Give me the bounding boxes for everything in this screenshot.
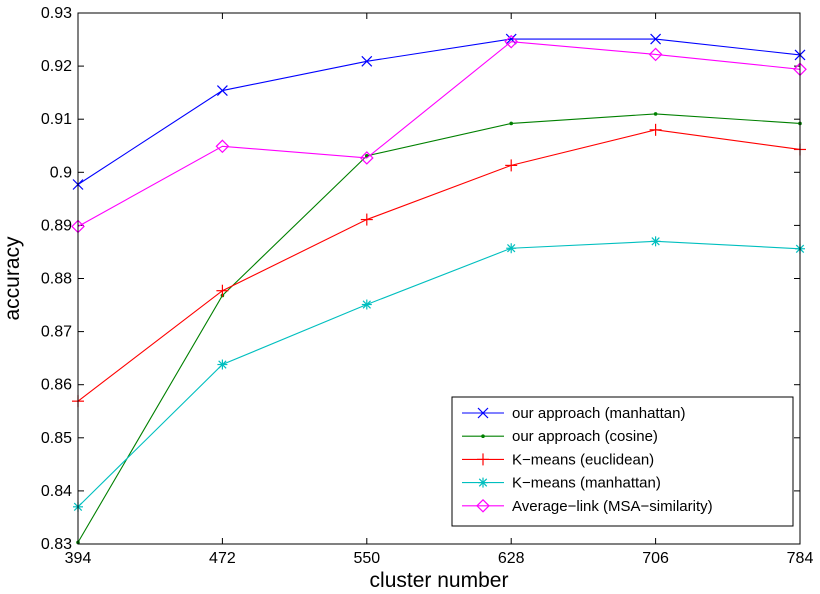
x-tick-label: 784 (787, 550, 814, 567)
data-point-marker (504, 34, 519, 49)
data-point-marker (216, 85, 228, 96)
x-tick-label: 706 (642, 550, 669, 567)
series-line (77, 113, 801, 543)
y-tick-label: 0.91 (41, 111, 72, 128)
data-point-marker (649, 123, 662, 136)
series-line (77, 41, 801, 227)
legend-label: our approach (manhattan) (512, 405, 685, 422)
legend-entries: our approach (manhattan) our approach (co… (462, 405, 713, 515)
series-line (77, 38, 801, 185)
data-point-marker (505, 159, 518, 172)
series-line (77, 129, 801, 402)
legend-label: Average−link (MSA−similarity) (512, 498, 713, 515)
data-point-marker (648, 47, 663, 62)
data-point-marker (359, 151, 374, 165)
data-point-marker (217, 359, 228, 370)
legend-entry: K−means (manhattan) (462, 475, 661, 492)
y-tick-label: 0.89 (41, 217, 72, 234)
data-point-marker (477, 407, 489, 419)
data-point-marker (477, 453, 489, 466)
legend-entry: Average−link (MSA−similarity) (462, 498, 713, 515)
legend: our approach (manhattan) our approach (co… (451, 396, 794, 527)
y-tick-label: 0.9 (50, 164, 72, 181)
y-tick-label: 0.84 (41, 483, 72, 500)
data-point-marker (361, 55, 373, 67)
series (72, 33, 806, 190)
legend-label: K−means (manhattan) (512, 475, 661, 492)
data-point-marker (216, 284, 229, 297)
y-tick-label: 0.86 (41, 377, 72, 394)
y-axis-label: accuracy (1, 236, 24, 321)
data-point-marker (653, 112, 658, 116)
data-point-marker (478, 477, 488, 488)
data-point-marker (650, 33, 662, 45)
legend-label: K−means (euclidean) (512, 451, 654, 468)
y-tick-label: 0.92 (41, 58, 72, 75)
y-tick-label: 0.87 (41, 324, 72, 341)
legend-box (451, 396, 794, 527)
data-point-marker (215, 139, 230, 154)
y-tick-label: 0.83 (41, 536, 72, 553)
data-point-marker (360, 213, 373, 226)
series-line (77, 240, 801, 508)
series (76, 112, 802, 545)
legend-label: our approach (cosine) (512, 428, 658, 445)
plot-frame (77, 12, 801, 545)
y-tick-label: 0.85 (41, 430, 72, 447)
x-axis-label: cluster number (370, 569, 509, 592)
y-tick-labels: 0.83 0.84 0.85 0.86 0.87 0.88 0.89 0.9 0.91 0.92 0… (41, 5, 72, 553)
data-point-marker (506, 243, 517, 254)
series-layer (71, 33, 807, 545)
data-point-marker (361, 299, 372, 310)
data-point-marker (650, 236, 661, 247)
y-tick-label: 0.88 (41, 271, 72, 288)
legend-entry: our approach (cosine) (462, 428, 658, 445)
legend-entry: K−means (euclidean) (462, 451, 654, 468)
y-tick-label: 0.93 (41, 5, 72, 22)
x-tick-label: 472 (209, 550, 236, 567)
x-tick-label: 394 (65, 550, 92, 567)
x-tick-label: 550 (353, 550, 380, 567)
x-tick-labels: 394 472 550 628 706 784 (65, 550, 814, 567)
legend-entry: our approach (manhattan) (462, 405, 685, 422)
data-point-marker (481, 434, 485, 439)
data-point-marker (509, 121, 513, 126)
data-point-marker (476, 498, 490, 513)
series (71, 34, 807, 234)
x-tick-label: 628 (498, 550, 525, 567)
